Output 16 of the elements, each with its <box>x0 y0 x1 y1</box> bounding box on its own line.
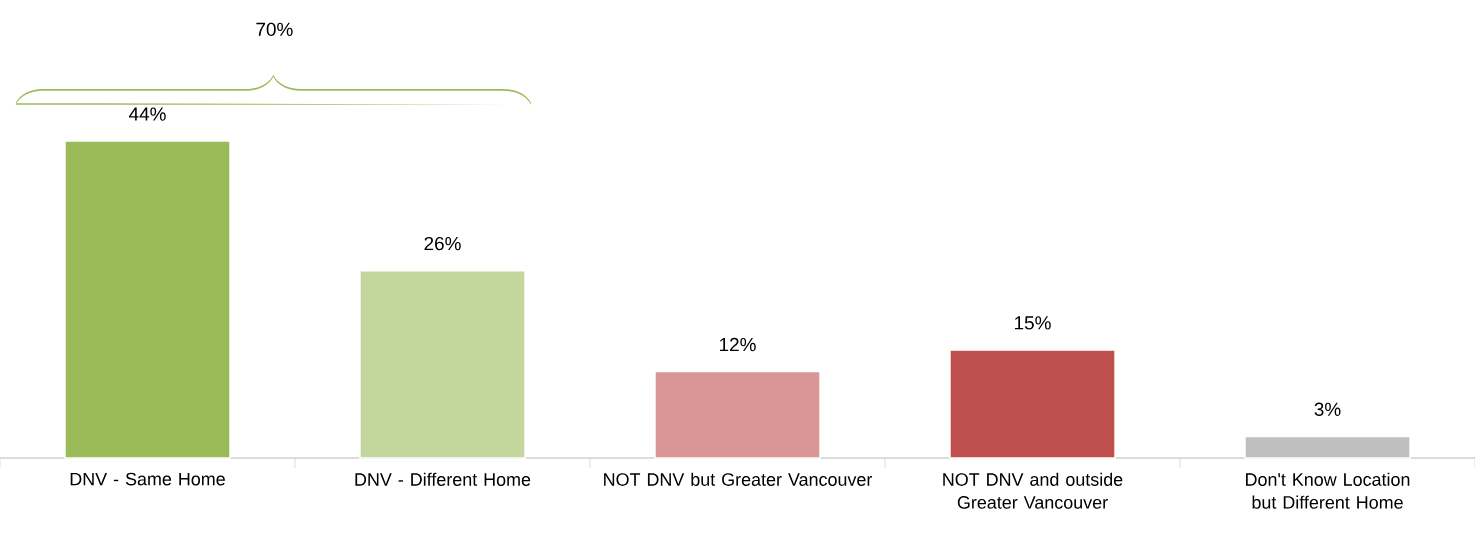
bar <box>359 269 526 459</box>
x-tick-label: DNV - Same Home <box>70 472 225 486</box>
x-tick-label: NOT DNV but Greater Vancouver <box>604 472 873 486</box>
data-label: 26% <box>424 236 461 251</box>
bar <box>949 349 1116 459</box>
bar <box>1244 435 1411 459</box>
bar <box>64 140 231 459</box>
x-tick-label: NOT DNV and outside Greater Vancouver <box>943 472 1123 509</box>
data-label: 44% <box>129 107 166 121</box>
bar <box>654 370 821 459</box>
x-tick-label: DNV - Different Home <box>355 472 531 486</box>
data-label: 3% <box>1314 402 1341 416</box>
data-label: 12% <box>720 337 756 352</box>
data-label: 15% <box>1015 316 1051 330</box>
x-tick-label: Don't Know Location but Different Home <box>1246 472 1410 509</box>
text: 70% <box>256 22 293 37</box>
